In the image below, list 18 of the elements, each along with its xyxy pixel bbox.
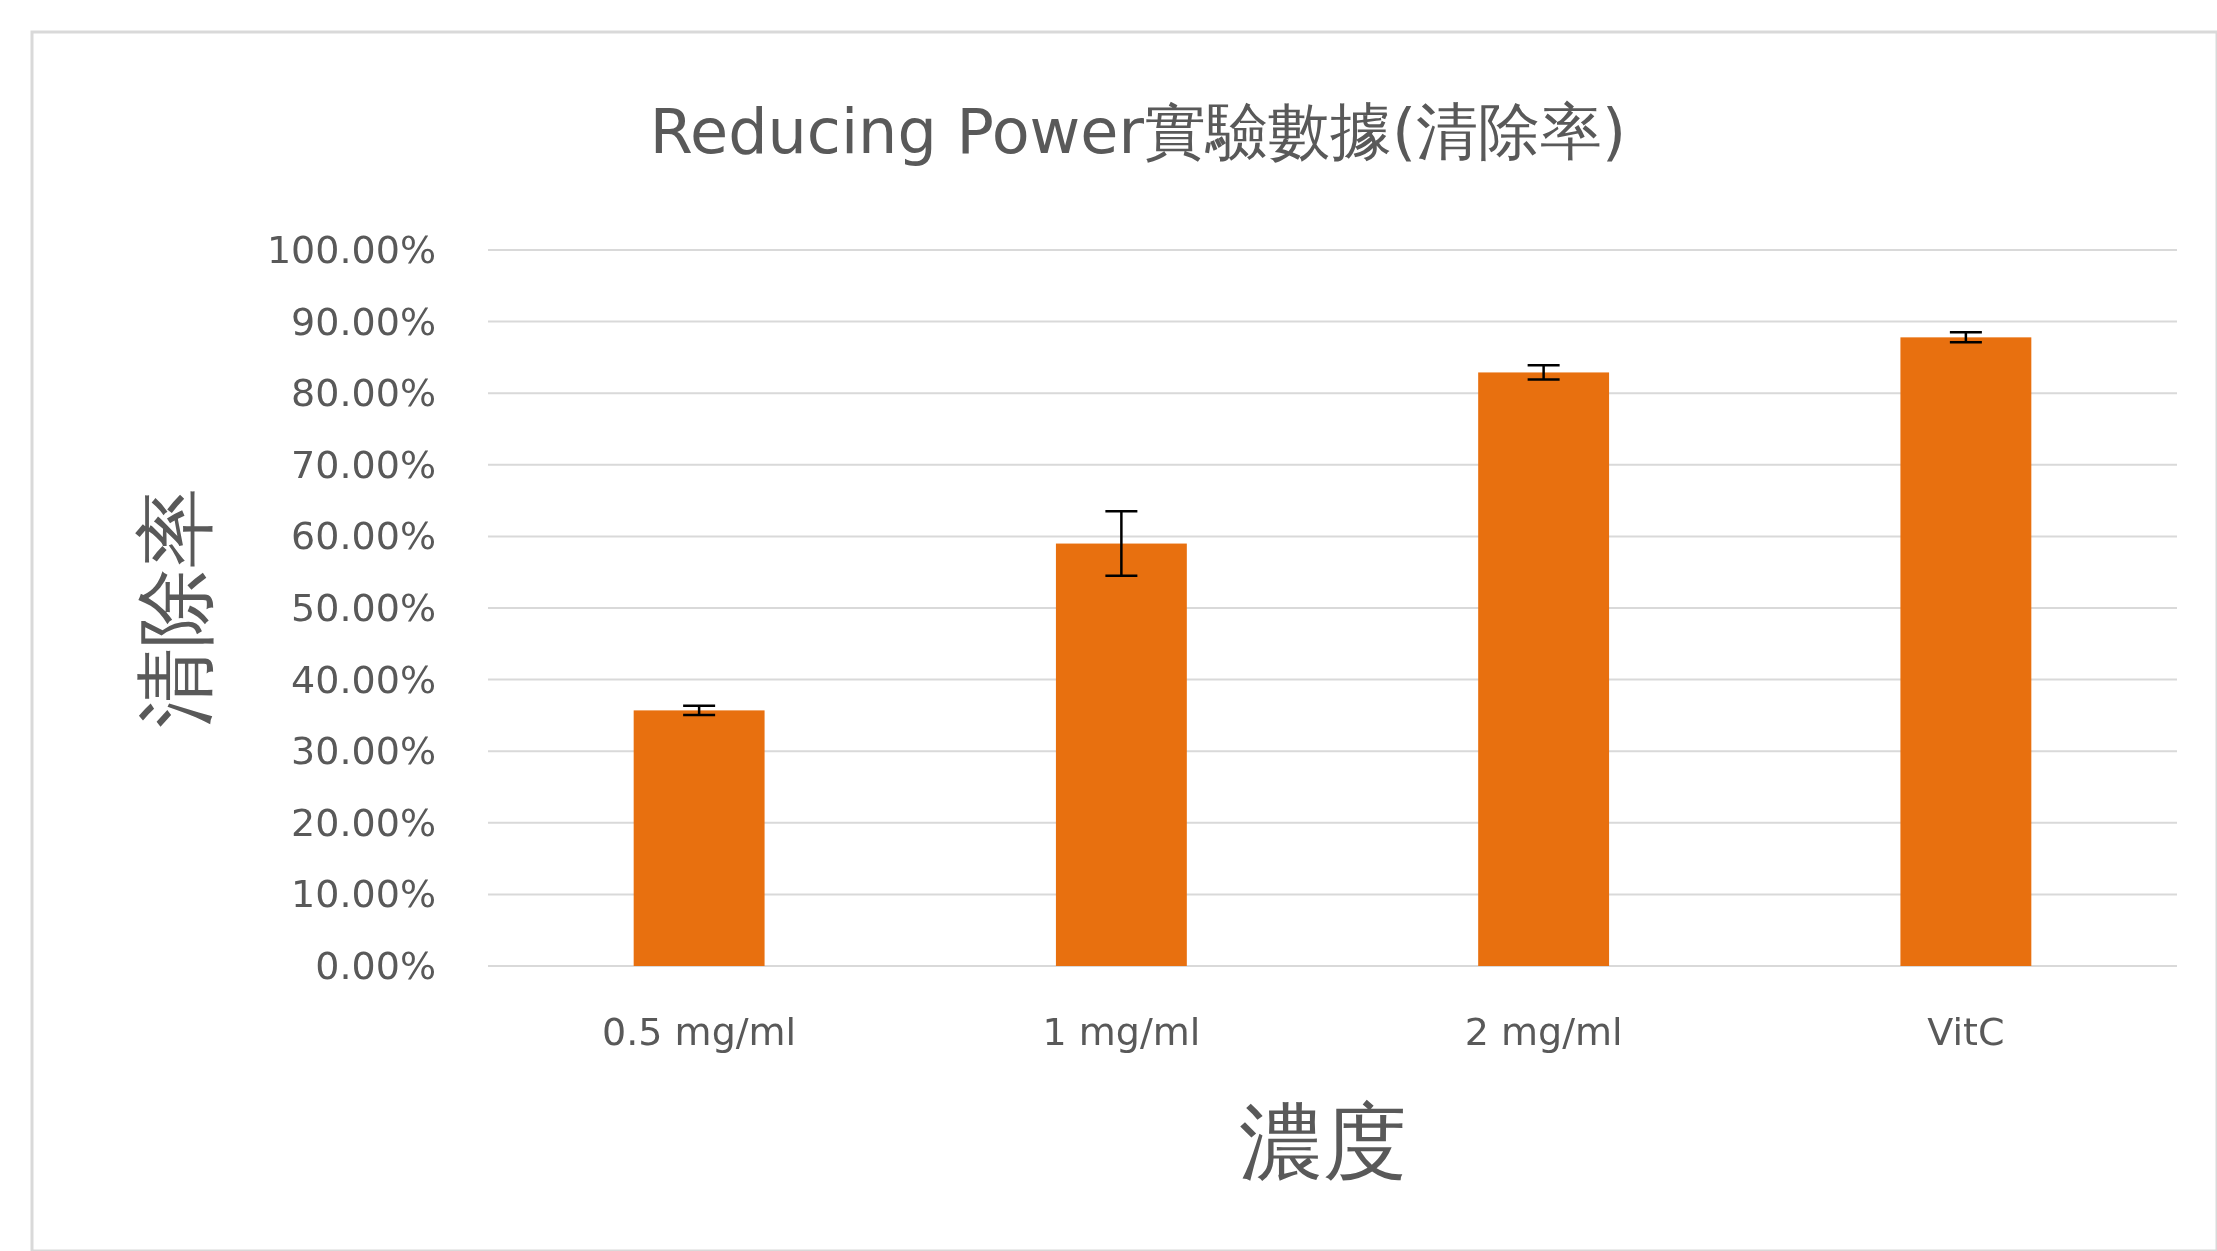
y-tick-label: 0.00% <box>315 944 436 988</box>
y-tick-label: 20.00% <box>291 800 436 845</box>
y-tick-label: 50.00% <box>291 586 436 630</box>
x-tick-label: 0.5 mg/ml <box>602 1010 797 1054</box>
y-tick-label: 90.00% <box>291 299 436 344</box>
y-tick-label: 10.00% <box>291 872 436 917</box>
x-axis-title: 濃度 <box>1238 1093 1407 1191</box>
y-axis-title: 清除率 <box>128 488 222 728</box>
y-tick-label: 30.00% <box>291 729 436 774</box>
chart-title: Reducing Power實驗數據(清除率) <box>649 94 1627 168</box>
y-tick-label: 40.00% <box>291 657 436 702</box>
x-tick-label: 2 mg/ml <box>1464 1010 1623 1054</box>
x-tick-label: VitC <box>1927 1010 2005 1054</box>
y-tick-label: 60.00% <box>291 514 436 559</box>
x-tick-label: 1 mg/ml <box>1042 1010 1201 1054</box>
y-tick-label: 70.00% <box>291 442 436 487</box>
y-tick-label: 80.00% <box>291 371 436 416</box>
y-tick-label: 100.00% <box>266 228 436 272</box>
